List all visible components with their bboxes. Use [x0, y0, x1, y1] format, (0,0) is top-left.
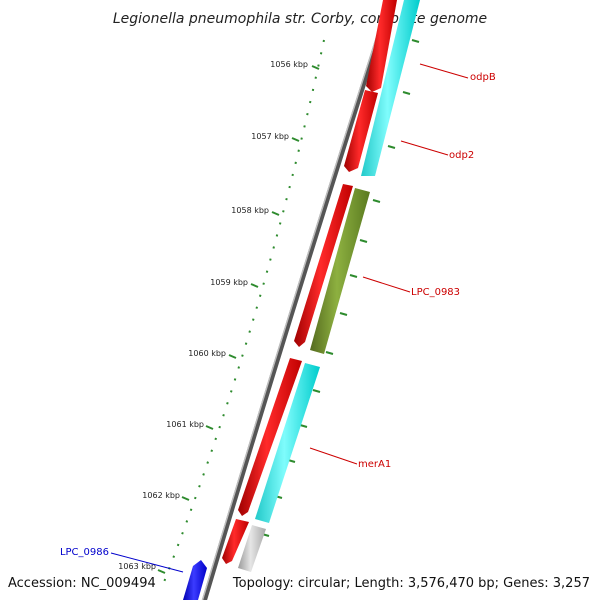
kbp-label-1058: 1058 kbp: [231, 206, 269, 215]
kbp-label-1059: 1059 kbp: [210, 278, 248, 287]
gene-labels: odpB odp2 LPC_0983 merA1 LPC_0986: [60, 72, 496, 558]
olive-feature: [310, 188, 370, 354]
kbp-label-1056: 1056 kbp: [270, 60, 308, 69]
gene-label-merA1: merA1: [358, 459, 391, 470]
kbp-label-1057: 1057 kbp: [251, 132, 289, 141]
cds-feature: [238, 358, 302, 516]
grey-feature: [238, 525, 266, 572]
genome-backbone: [201, 0, 394, 600]
map-title: Legionella pneumophila str. Corby, compl…: [113, 11, 487, 27]
gene-label-odp2: odp2: [449, 150, 474, 161]
accession-text: Accession: NC_009494: [8, 576, 156, 591]
kbp-label-1062: 1062 kbp: [142, 491, 180, 500]
cds-feature: [222, 519, 249, 564]
gene-leaders: [110, 63, 469, 573]
gene-label-odpB: odpB: [470, 72, 496, 83]
blue-feature: [183, 560, 207, 600]
gene-label-LPC_0983: LPC_0983: [411, 287, 460, 298]
tick-ruler: [157, 39, 325, 583]
kbp-label-1061: 1061 kbp: [166, 420, 204, 429]
gene-label-LPC_0986: LPC_0986: [60, 547, 109, 558]
genome-summary-text: Topology: circular; Length: 3,576,470 bp…: [232, 576, 590, 591]
cds-features: [222, 0, 397, 564]
cyan-feature: [361, 0, 420, 176]
cyan-feature: [255, 363, 320, 523]
cds-feature: [344, 90, 378, 172]
feature-ring: [238, 0, 420, 572]
kbp-label-1060: 1060 kbp: [188, 349, 226, 358]
kbp-label-1063: 1063 kbp: [118, 562, 156, 571]
kbp-labels: 1056 kbp 1057 kbp 1058 kbp 1059 kbp 1060…: [118, 60, 308, 571]
cds-feature: [366, 0, 397, 92]
cds-feature: [294, 184, 353, 347]
